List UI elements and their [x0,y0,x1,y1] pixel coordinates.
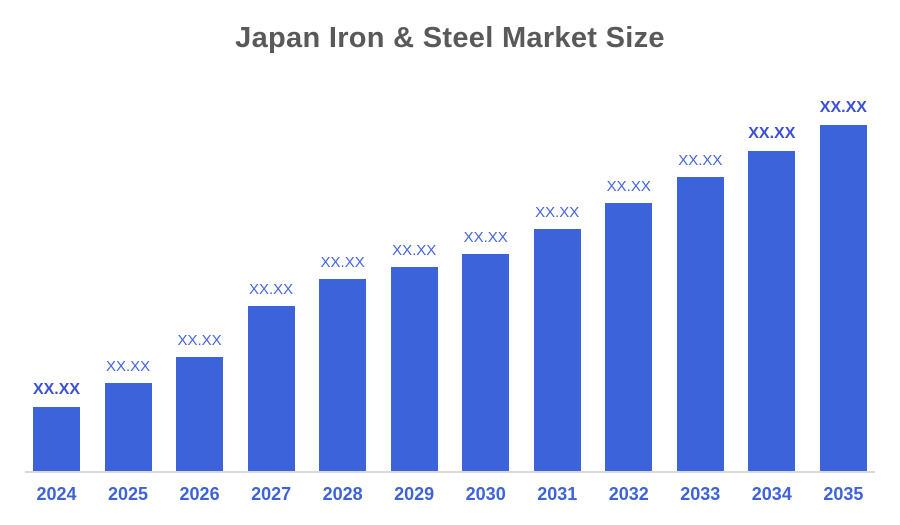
bar-value-label: XX.XX [606,178,651,195]
bar-value-label: XX.XX [678,152,723,169]
bar-group: XX.XX [33,381,80,472]
bar-group: XX.XX [462,229,510,472]
bar-group: XX.XX [176,332,224,472]
x-axis-label: 2031 [537,484,578,504]
bar [462,254,510,472]
x-axis-label: 2035 [823,484,864,504]
bar-value-label: XX.XX [819,99,867,116]
bar-group: XX.XX [533,204,581,472]
bar-group: XX.XX [748,125,795,472]
bar [533,229,581,472]
x-axis-label: 2029 [394,484,435,504]
bar-group: XX.XX [820,99,867,472]
x-axis-label: 2028 [322,484,363,504]
bar [605,203,653,472]
bar-group: XX.XX [104,358,152,472]
x-axis-label: 2025 [108,484,149,504]
bar [104,383,152,472]
bar-group: XX.XX [390,242,438,472]
bar-group: XX.XX [319,254,367,472]
x-axis-label: 2024 [36,484,77,504]
bar-group: XX.XX [676,152,724,472]
x-axis-label: 2026 [179,484,220,504]
x-axis-line [25,471,875,473]
bar-value-label: XX.XX [320,254,365,271]
x-axis-label: 2034 [751,484,792,504]
bar-value-label: XX.XX [177,332,222,349]
bar-value-label: XX.XX [748,125,796,142]
x-axis-label: 2032 [608,484,649,504]
bar-group: XX.XX [605,178,653,472]
bar-value-label: XX.XX [105,358,151,375]
x-axis-label: 2027 [251,484,292,504]
bar [33,407,80,472]
x-axis-row: 2024 2025 2026 2027 2028 2029 2030 2031 2032 2033… [25,484,875,505]
bars-row: XX.XX XX.XX XX.XX XX.XX XX.XX XX.XX XX.XX XX.XX… [25,77,875,472]
x-axis-label: 2033 [680,484,721,504]
chart-title: Japan Iron & Steel Market Size [235,22,665,54]
bar-value-label: XX.XX [392,242,437,259]
bar-value-label: XX.XX [463,229,508,246]
bar [319,279,367,472]
bar [819,125,867,472]
bar [676,177,724,472]
bar-value-label: XX.XX [249,281,294,298]
bar [390,267,438,472]
x-axis-label: 2030 [465,484,506,504]
bar-value-label: XX.XX [32,381,81,398]
bar [247,306,295,472]
bar [176,357,224,472]
bar-group: XX.XX [247,281,295,472]
bar-value-label: XX.XX [535,204,580,221]
bar [748,151,796,472]
